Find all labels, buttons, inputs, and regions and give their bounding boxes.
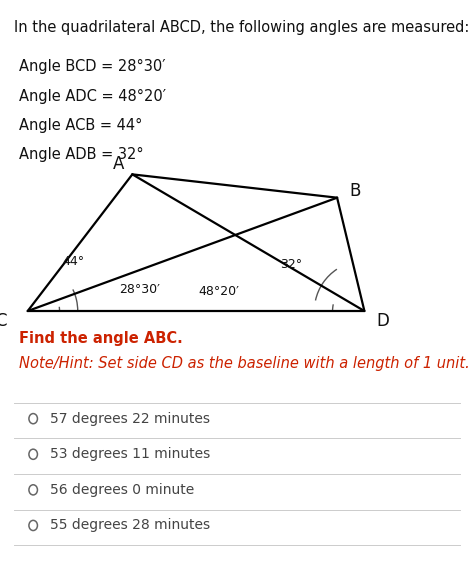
Text: Angle BCD = 28°30′: Angle BCD = 28°30′ [19, 59, 165, 75]
Text: 48°20′: 48°20′ [198, 285, 239, 298]
Text: 44°: 44° [62, 254, 84, 268]
Text: C: C [0, 312, 6, 330]
Text: 32°: 32° [281, 258, 303, 271]
Text: 28°30′: 28°30′ [118, 283, 160, 296]
Text: 56 degrees 0 minute: 56 degrees 0 minute [50, 483, 194, 497]
Text: 53 degrees 11 minutes: 53 degrees 11 minutes [50, 447, 210, 461]
Text: In the quadrilateral ABCD, the following angles are measured:: In the quadrilateral ABCD, the following… [14, 20, 470, 35]
Text: B: B [350, 182, 361, 200]
Text: 57 degrees 22 minutes: 57 degrees 22 minutes [50, 412, 210, 425]
Text: Angle ADB = 32°: Angle ADB = 32° [19, 147, 144, 163]
Text: A: A [113, 155, 124, 173]
Text: Angle ACB = 44°: Angle ACB = 44° [19, 118, 142, 133]
Text: Angle ADC = 48°20′: Angle ADC = 48°20′ [19, 89, 166, 104]
Text: Find the angle ABC.: Find the angle ABC. [19, 331, 182, 346]
Text: 55 degrees 28 minutes: 55 degrees 28 minutes [50, 519, 210, 532]
Text: D: D [376, 312, 389, 330]
Text: Note/Hint: Set side CD as the baseline with a length of 1 unit.: Note/Hint: Set side CD as the baseline w… [19, 356, 470, 371]
